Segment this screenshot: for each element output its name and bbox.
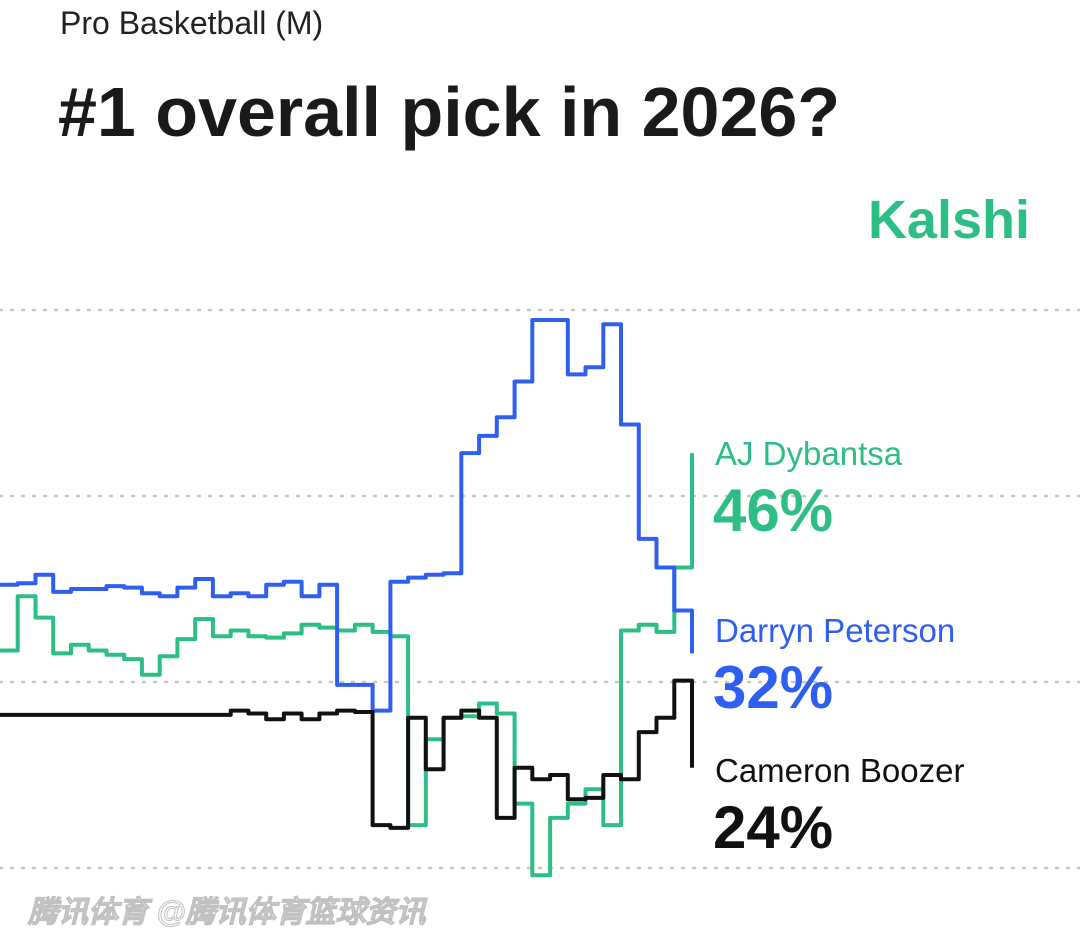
- watermark: 腾讯体育 @腾讯体育篮球资讯: [27, 895, 428, 929]
- brand: Kalshi: [868, 190, 1030, 250]
- end-value-label: 32%: [713, 654, 833, 721]
- legend-name: Darryn Peterson: [715, 612, 955, 649]
- legend-name: AJ Dybantsa: [715, 435, 903, 472]
- series-line: [0, 453, 694, 878]
- end-value-label: 46%: [713, 477, 833, 544]
- series-line: [0, 678, 694, 830]
- category-label: Pro Basketball (M): [60, 5, 323, 41]
- end-value-label: 24%: [713, 794, 833, 861]
- chart-title: #1 overall pick in 2026?: [58, 73, 840, 151]
- series-line: [0, 318, 694, 713]
- legend-name: Cameron Boozer: [715, 752, 964, 789]
